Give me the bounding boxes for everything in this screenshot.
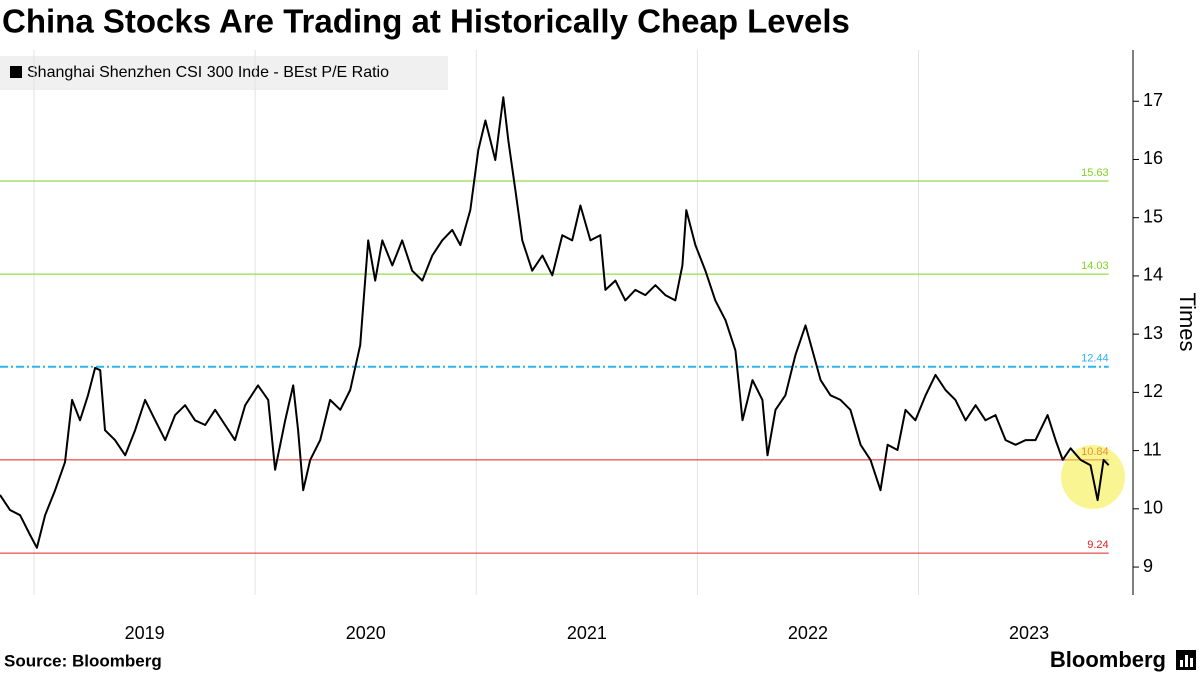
x-tick-label: 2020	[346, 623, 386, 643]
legend-swatch	[10, 66, 22, 78]
y-tick-label: 13	[1143, 323, 1163, 343]
series-line	[0, 96, 1110, 549]
brand-icon	[1176, 650, 1196, 670]
x-tick-label: 2022	[788, 623, 828, 643]
x-tick-label: 2021	[567, 623, 607, 643]
y-tick-label: 10	[1143, 498, 1163, 518]
legend-box	[0, 56, 448, 90]
source: Source: Bloomberg	[4, 651, 162, 670]
reference-label: 9.24	[1087, 539, 1108, 551]
reference-label: 15.63	[1081, 167, 1109, 179]
y-tick-label: 11	[1143, 439, 1162, 459]
brand: Bloomberg	[1050, 647, 1166, 672]
x-tick-label: 2019	[125, 623, 165, 643]
y-tick-label: 14	[1143, 265, 1163, 285]
y-tick-label: 17	[1143, 90, 1163, 110]
reference-label: 12.44	[1081, 353, 1109, 365]
y-tick-label: 9	[1143, 556, 1153, 576]
y-tick-label: 16	[1143, 148, 1163, 168]
legend-label: Shanghai Shenzhen CSI 300 Inde - BEst P/…	[27, 64, 389, 81]
y-tick-label: 12	[1143, 381, 1163, 401]
reference-label: 14.03	[1081, 260, 1109, 272]
x-tick-label: 2023	[1009, 623, 1049, 643]
chart-title: China Stocks Are Trading at Historically…	[2, 3, 850, 40]
y-axis-label: Times	[1175, 292, 1200, 351]
y-tick-label: 15	[1143, 206, 1163, 226]
